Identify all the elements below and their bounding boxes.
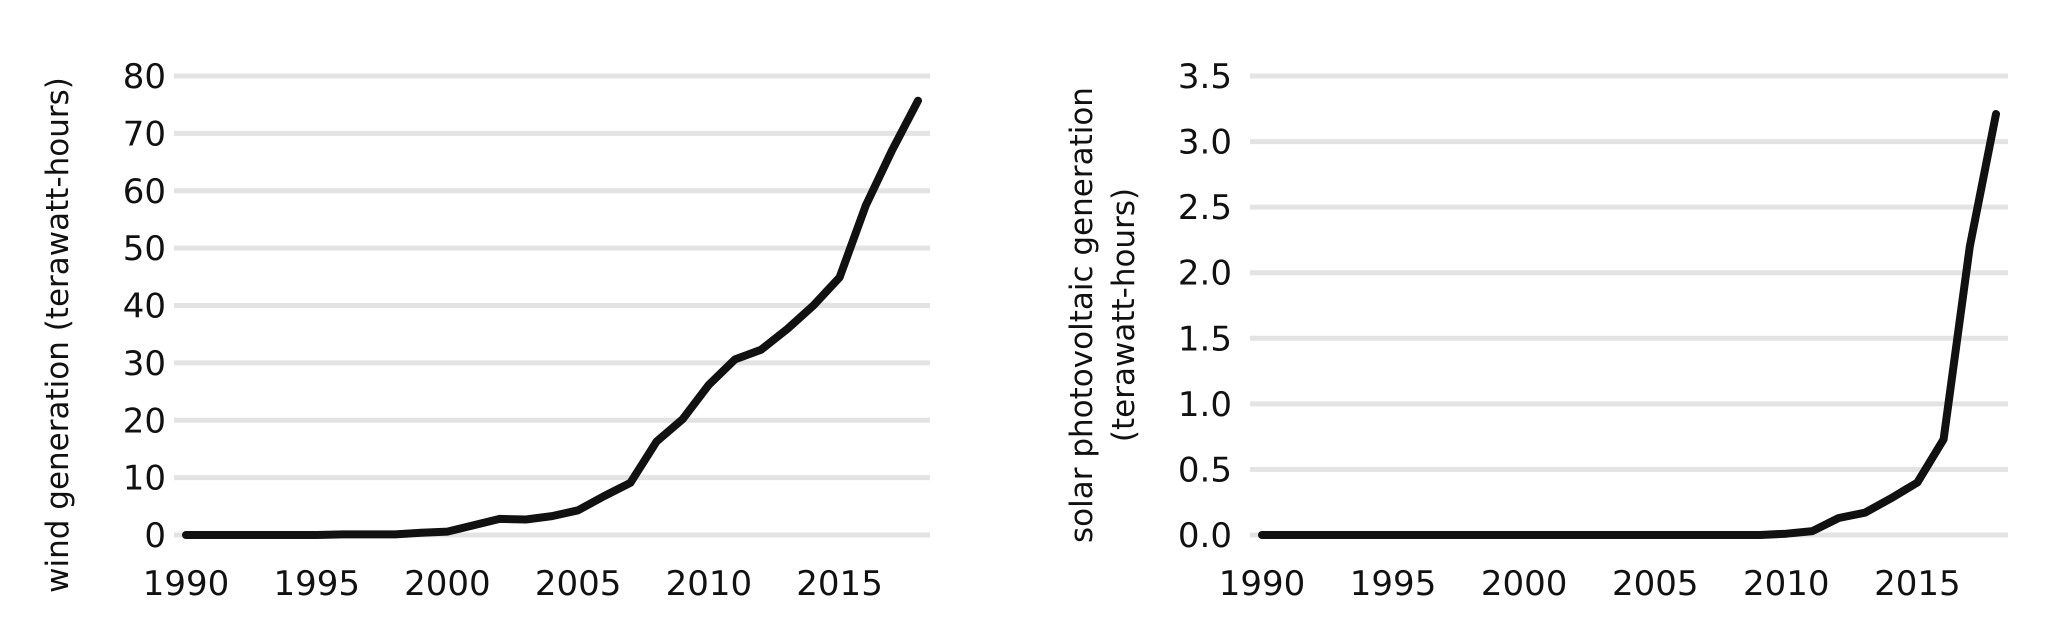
- solar-y-tick-label: 3.5: [1178, 57, 1232, 97]
- solar-y-tick-label: 2.0: [1178, 254, 1232, 294]
- wind-y-tick-label: 70: [123, 114, 166, 154]
- solar-y-axis-label: (terawatt-hours): [1106, 188, 1142, 442]
- solar-y-tick-label: 1.5: [1178, 319, 1232, 359]
- wind-y-tick-label: 20: [123, 401, 166, 441]
- wind-y-tick-label: 80: [123, 57, 166, 97]
- wind-y-tick-label: 50: [123, 229, 166, 269]
- wind-x-tick-label: 2005: [535, 564, 622, 604]
- solar-y-tick-label: 3.0: [1178, 123, 1232, 163]
- solar-y-tick-label: 0.0: [1178, 516, 1232, 556]
- wind-y-tick-label: 60: [123, 172, 166, 212]
- solar-x-tick-label: 1990: [1219, 564, 1306, 604]
- solar-y-tick-label: 1.0: [1178, 385, 1232, 425]
- solar-y-tick-label: 2.5: [1178, 188, 1232, 228]
- wind-x-tick-label: 2000: [404, 564, 491, 604]
- solar-x-tick-label: 2010: [1743, 564, 1830, 604]
- wind-series-line: [182, 96, 922, 539]
- wind-y-tick-label: 30: [123, 344, 166, 384]
- wind-y-tick-label: 40: [123, 287, 166, 327]
- solar-x-tick-label: 2005: [1612, 564, 1699, 604]
- wind-x-tick-label: 2010: [666, 564, 753, 604]
- wind-x-tick-label: 1995: [273, 564, 360, 604]
- solar-x-tick-label: 1995: [1350, 564, 1437, 604]
- solar-series-line: [1258, 110, 2000, 539]
- wind-x-tick-label: 1990: [143, 564, 230, 604]
- solar-y-tick-label: 0.5: [1178, 450, 1232, 490]
- wind-x-tick-label: 2015: [796, 564, 883, 604]
- wind-y-axis-label: wind generation (terawatt-hours): [40, 77, 76, 593]
- solar-x-tick-label: 2000: [1481, 564, 1568, 604]
- solar-y-axis-label: solar photovoltaic generation: [1064, 87, 1100, 543]
- wind-y-tick-label: 0: [144, 516, 166, 556]
- solar-x-tick-label: 2015: [1874, 564, 1961, 604]
- wind-y-tick-label: 10: [123, 459, 166, 499]
